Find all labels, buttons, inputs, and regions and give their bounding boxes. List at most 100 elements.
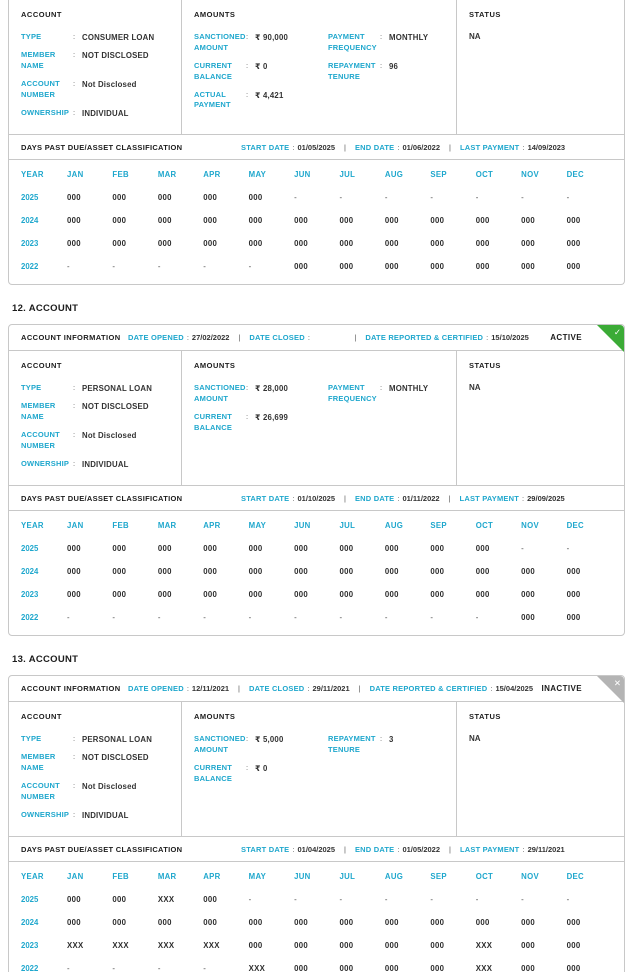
dpd-cell: 000: [384, 964, 399, 972]
field-value: ₹ 28,000: [255, 384, 289, 394]
dpd-cell: XXX: [112, 941, 129, 951]
dpd-table: YEAR JAN FEB MAR APR MAY JUN JUL AUG SEP OCT NOV DEC…: [9, 160, 624, 284]
dpd-cell: 000: [248, 918, 263, 928]
field-row: OWNERSHIP: INDIVIDUAL: [21, 459, 171, 470]
dpd-cell: 000: [67, 216, 81, 226]
dpd-cell: 000: [384, 216, 399, 226]
month-column-header: JUN: [294, 871, 311, 881]
start-date: START DATE:01/05/2025: [241, 142, 336, 152]
field-label: PAYMENT FREQUENCY: [328, 32, 377, 52]
account-section-top: ACCOUNT TYPE: CONSUMER LOAN MEMBER NAME: NO…: [8, 0, 625, 286]
dpd-cell: 000: [294, 941, 308, 951]
field-colon: :: [380, 734, 383, 744]
account-section-12: 12. ACCOUNT ACCOUNT INFORMATION DATE OPE…: [8, 303, 625, 637]
field-value: 3: [389, 735, 394, 745]
field-value: NOT DISCLOSED: [82, 51, 149, 61]
field-value: ₹ 90,000: [255, 33, 289, 42]
dpd-cell: 000: [430, 941, 445, 951]
account-information-label: ACCOUNT INFORMATION: [21, 333, 121, 343]
month-column-header: AUG: [384, 169, 404, 179]
start-date: START DATE:01/10/2025: [241, 493, 336, 503]
dpd-cell: 000: [67, 567, 81, 577]
amounts-column-header: AMOUNTS: [194, 712, 236, 722]
date-opened: DATE OPENED:27/02/2022: [128, 333, 230, 343]
dpd-cell: 000: [521, 918, 536, 928]
status-column-header: STATUS: [469, 712, 501, 722]
dpd-cell: 000: [521, 262, 536, 272]
month-column-header: MAY: [248, 169, 267, 179]
account-fields: TYPE: CONSUMER LOAN MEMBER NAME: NOT DISCLO…: [21, 32, 171, 119]
field-value: NOT DISCLOSED: [82, 753, 149, 763]
dpd-row: 2022 - - - - - 000 000 000 000 000 000 000: [9, 255, 624, 278]
month-column-header: MAR: [157, 871, 177, 881]
divider: |: [358, 684, 361, 694]
field-row: REPAYMENT TENURE:3: [328, 734, 446, 756]
dpd-row: 2024 000 000 000 000 000 000 000 000 000 000 000 000: [9, 560, 624, 583]
divider: |: [238, 684, 240, 694]
field-colon: :: [73, 107, 76, 117]
amounts-column-header: AMOUNTS: [194, 10, 236, 19]
dpd-cell: 000: [475, 239, 490, 249]
dpd-cell: 000: [203, 193, 218, 203]
field-colon: :: [73, 781, 76, 791]
dpd-cell: 000: [339, 216, 354, 226]
dpd-cell: -: [294, 895, 297, 905]
dpd-row: 2025 000 000 000 000 000 - - - - - - -: [9, 186, 624, 209]
dpd-cell: 000: [430, 918, 445, 928]
dpd-row: 2025 000 000 XXX 000 - - - - - - - -: [9, 888, 624, 911]
month-column-header: OCT: [475, 169, 494, 179]
dpd-cell: 000: [475, 590, 490, 600]
dpd-cell: 000: [157, 590, 172, 600]
status-column: STATUS NA: [456, 351, 624, 486]
field-row: ACTUAL PAYMENT: ₹ 4,421: [194, 90, 328, 112]
dpd-cell: 000: [112, 567, 127, 577]
month-column-header: SEP: [430, 871, 447, 881]
field-label: OWNERSHIP: [21, 107, 70, 117]
field-colon: :: [73, 430, 76, 440]
dpd-cell: -: [339, 193, 343, 203]
dpd-cell: 000: [339, 544, 354, 554]
field-label: SANCTIONED AMOUNT: [194, 734, 246, 755]
last-payment: LAST PAYMENT:29/11/2021: [459, 844, 565, 854]
dpd-cell: 000: [248, 193, 263, 203]
dpd-cell: 000: [430, 567, 445, 577]
dpd-cell: 000: [203, 918, 218, 928]
dpd-cell: 000: [521, 964, 536, 972]
account-detail-panel: ACCOUNT TYPE: PERSONAL LOAN MEMBER NAME: NO…: [9, 702, 624, 838]
field-row: PAYMENT FREQUENCY: MONTHLY: [328, 32, 446, 54]
field-row: OWNERSHIP: INDIVIDUAL: [21, 810, 171, 821]
status-column-header: STATUS: [469, 10, 501, 19]
field-value: INDIVIDUAL: [82, 459, 129, 469]
account-section-13: 13. ACCOUNT ACCOUNT INFORMATION DATE OPE…: [8, 654, 625, 972]
dpd-cell: 000: [203, 544, 218, 554]
month-column-header: JUL: [339, 520, 356, 530]
dpd-cell: 000: [248, 544, 263, 554]
dpd-cell: 000: [112, 193, 127, 203]
dpd-cell: 000: [566, 941, 581, 951]
field-value: ₹ 4,421: [255, 90, 284, 100]
field-colon: :: [73, 32, 76, 41]
month-column-header: FEB: [112, 520, 129, 530]
status-value: NA: [469, 32, 481, 41]
dpd-cell: -: [384, 613, 388, 623]
dpd-cell: 000: [430, 239, 445, 249]
dpd-table: YEAR JAN FEB MAR APR MAY JUN JUL AUG SEP OCT NOV DEC…: [9, 862, 624, 972]
dpd-cell: -: [112, 613, 116, 623]
dpd-cell: 000: [339, 918, 354, 928]
dpd-cell: 000: [67, 239, 81, 249]
dpd-cell: 000: [566, 964, 581, 972]
amounts-column-header: AMOUNTS: [194, 361, 236, 371]
dpd-cell: 000: [294, 590, 308, 600]
field-label: CURRENT BALANCE: [194, 60, 233, 81]
field-colon: :: [246, 762, 249, 772]
dpd-cell: -: [157, 262, 161, 272]
dpd-cell: 000: [339, 590, 354, 600]
dpd-cell: -: [67, 964, 70, 972]
divider: |: [344, 493, 346, 503]
dpd-cell: 000: [294, 239, 308, 249]
dpd-cell: -: [112, 964, 116, 972]
dpd-cell: -: [157, 613, 161, 623]
field-value: MONTHLY: [389, 384, 429, 394]
year-label: 2022: [21, 964, 39, 972]
dpd-cell: 000: [67, 895, 81, 905]
